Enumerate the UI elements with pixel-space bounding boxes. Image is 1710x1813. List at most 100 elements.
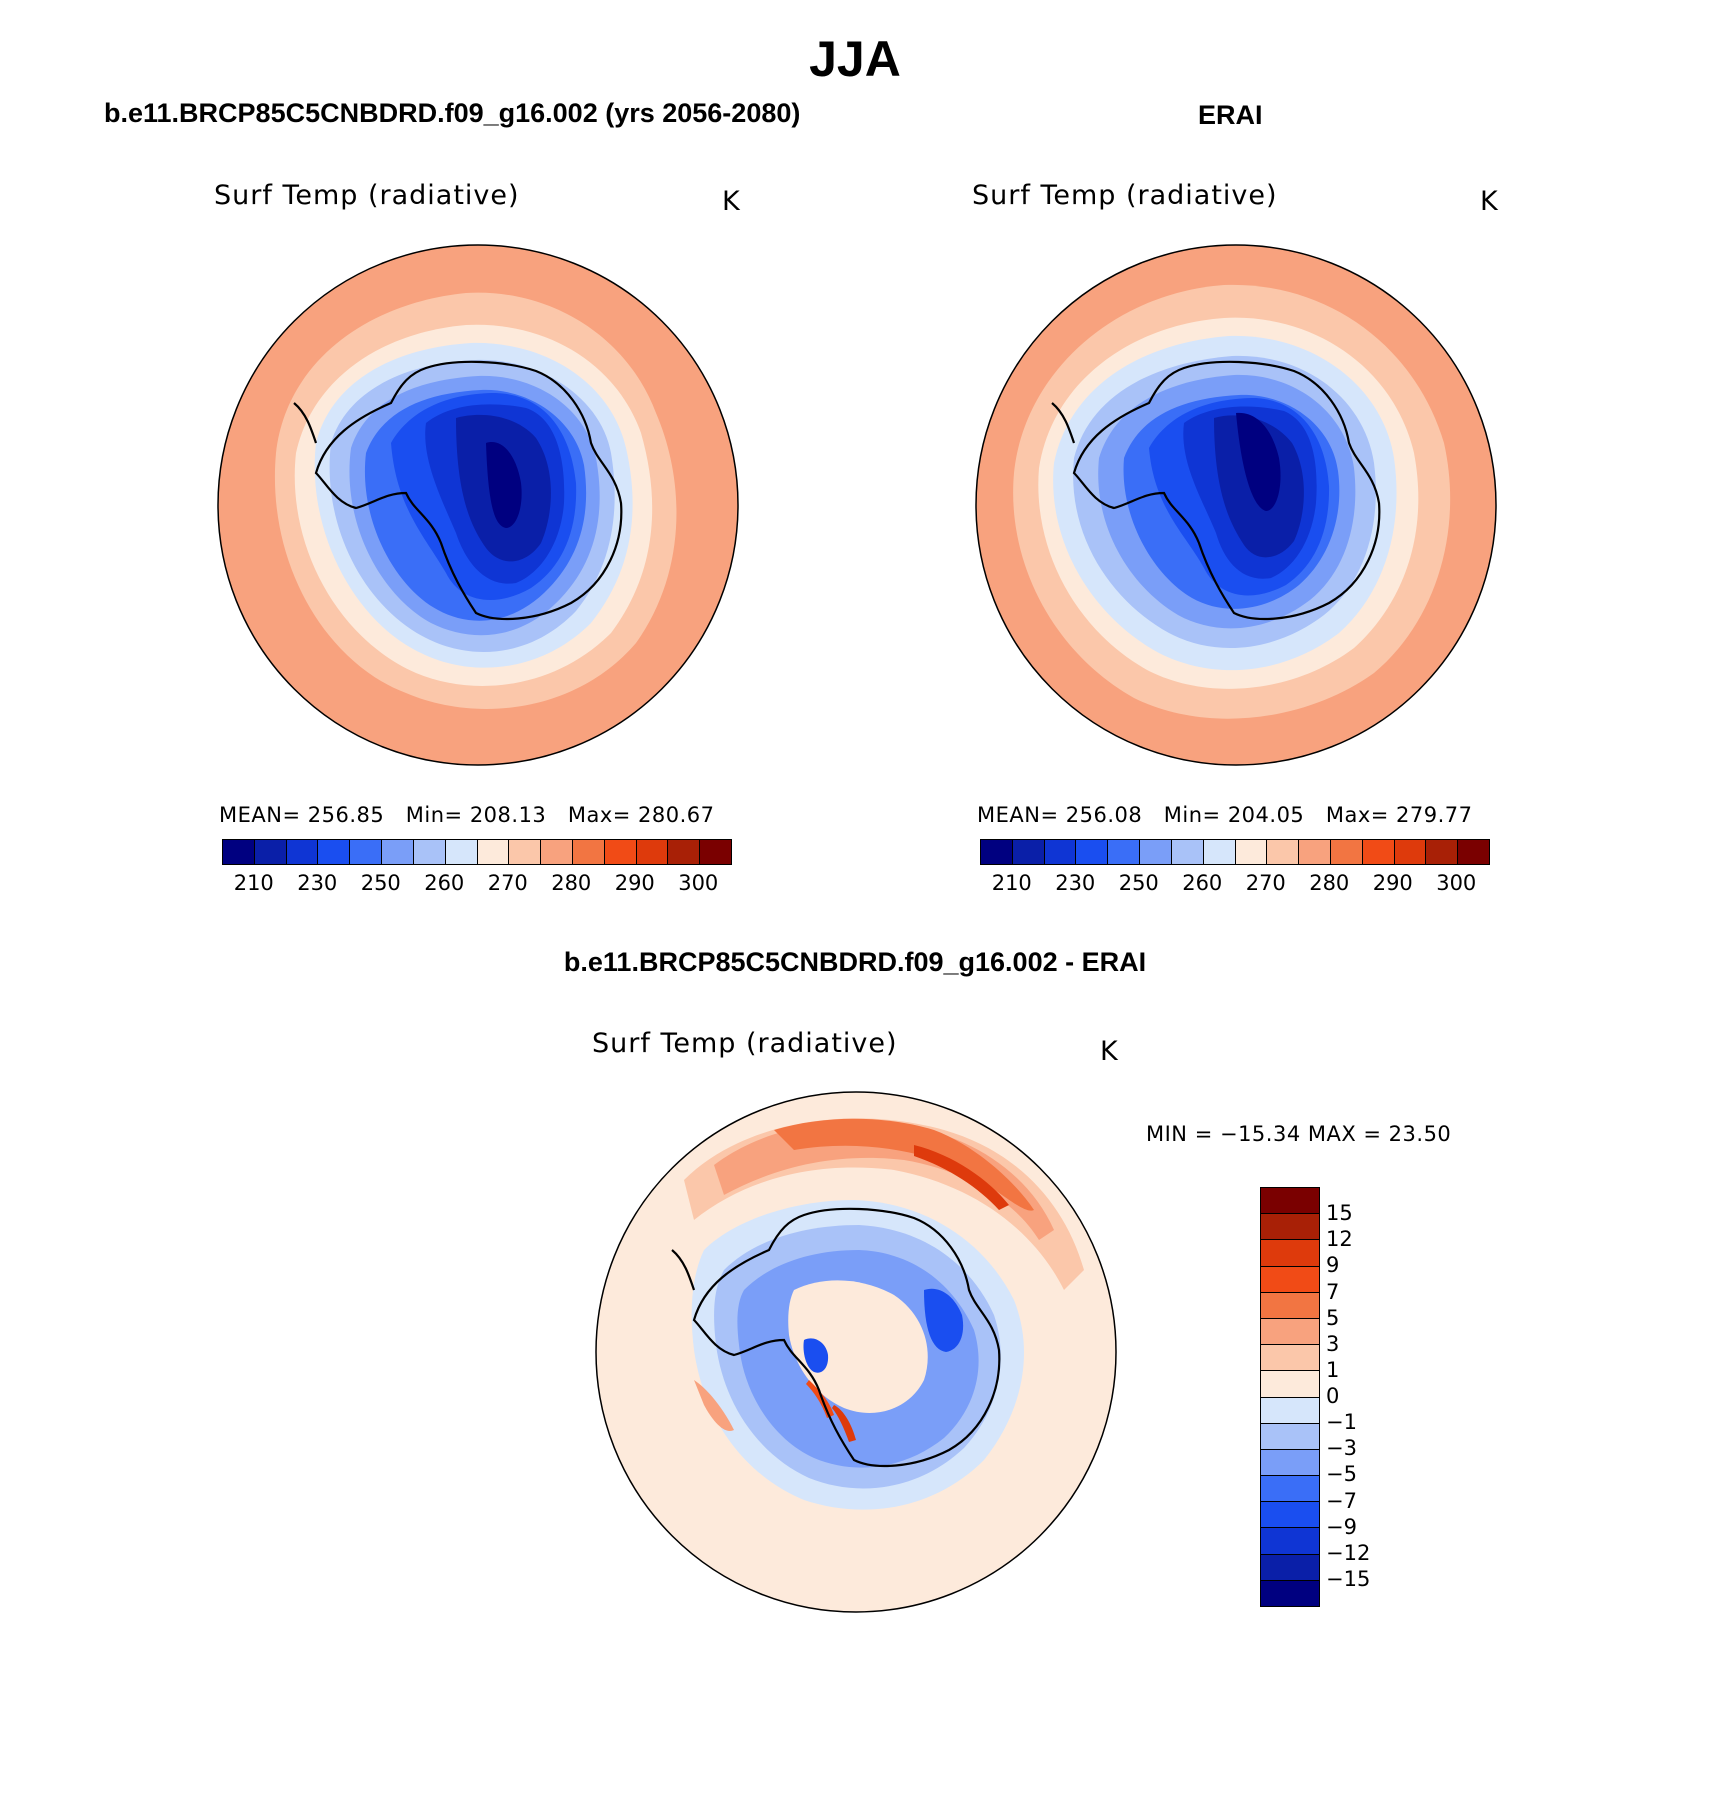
- colorbar-tick-label: −15: [1326, 1566, 1371, 1591]
- max-value: 279.77: [1396, 803, 1473, 827]
- colorbar-tick-label: 300: [678, 871, 719, 895]
- colorbar-tick-label: 7: [1326, 1279, 1340, 1304]
- min-label: Min=: [1163, 803, 1221, 827]
- max-label: Max=: [1325, 803, 1389, 827]
- colorbar-swatch: [981, 840, 1013, 864]
- colorbar-swatch: [1426, 840, 1459, 864]
- colorbar-tick-label: 250: [360, 871, 401, 895]
- minmax-label: MIN = −15.34 MAX = 23.50: [1146, 1122, 1452, 1146]
- colorbar-swatch: [1261, 1449, 1319, 1477]
- colorbar-swatch: [1261, 1345, 1319, 1372]
- colorbar-swatch: [1261, 1476, 1319, 1503]
- mean-label: MEAN=: [977, 803, 1059, 827]
- colorbar-swatch: [1076, 840, 1109, 864]
- colorbar-swatch: [477, 840, 510, 864]
- colorbar-swatch: [1261, 1188, 1319, 1215]
- colorbar-swatch: [700, 840, 731, 864]
- difference-polar-map: [595, 1091, 1117, 1613]
- colorbar-swatch: [1235, 840, 1268, 864]
- colorbar-swatch: [445, 840, 478, 864]
- colorbar-swatch: [1299, 840, 1331, 864]
- colorbar-tick-label: 250: [1118, 871, 1159, 895]
- colorbar-swatch: [1261, 1423, 1319, 1450]
- colorbar: [980, 839, 1490, 865]
- colorbar-tick-label: 0: [1326, 1384, 1340, 1408]
- colorbar-swatch: [1261, 1397, 1319, 1424]
- colorbar-tick-label: −1: [1326, 1410, 1357, 1435]
- colorbar-swatch: [223, 840, 255, 864]
- colorbar-swatch: [382, 840, 414, 864]
- colorbar-tick-label: −9: [1326, 1514, 1357, 1539]
- colorbar-tick-label: 280: [551, 871, 592, 895]
- colorbar-swatch: [350, 840, 383, 864]
- colorbar-swatch: [604, 840, 637, 864]
- colorbar-tick-label: 5: [1326, 1305, 1340, 1330]
- main-title: JJA: [809, 31, 901, 87]
- colorbar-tick-label: 270: [1245, 871, 1286, 895]
- colorbar-tick-label: 3: [1326, 1331, 1340, 1356]
- colorbar-swatch: [1261, 1554, 1319, 1581]
- colorbar-swatch: [318, 840, 351, 864]
- max-label: Max=: [567, 803, 631, 827]
- colorbar-tick-label: 210: [233, 871, 274, 895]
- colorbar-swatch: [1203, 840, 1236, 864]
- colorbar-swatch: [1108, 840, 1141, 864]
- colorbar-swatch: [1261, 1371, 1319, 1398]
- units-label: K: [1480, 186, 1498, 217]
- colorbar-swatch: [1261, 1292, 1319, 1319]
- colorbar-swatch: [1261, 1580, 1319, 1606]
- colorbar-tick-label: 15: [1326, 1201, 1353, 1226]
- colorbar-tick-label: 1: [1326, 1357, 1340, 1382]
- colorbar-tick-label: 210: [991, 871, 1032, 895]
- stats-line: MEAN= 256.85 Min= 208.13 Max= 280.67: [219, 803, 715, 827]
- colorbar-tick-label: 12: [1326, 1227, 1353, 1252]
- colorbar-tick-label: −12: [1326, 1540, 1371, 1565]
- colorbar-tick-label: 230: [297, 871, 338, 895]
- colorbar-tick-label: 290: [1372, 871, 1413, 895]
- units-label: K: [722, 186, 740, 217]
- colorbar-swatch: [1261, 1502, 1319, 1529]
- colorbar-swatch: [1261, 1266, 1319, 1293]
- colorbar-swatch: [1261, 1318, 1319, 1346]
- colorbar-swatch: [1261, 1214, 1319, 1241]
- colorbar-tick-label: 270: [487, 871, 528, 895]
- variable-label: Surf Temp (radiative): [214, 180, 520, 211]
- colorbar-swatch: [1044, 840, 1077, 864]
- colorbar-tick-label: −5: [1326, 1462, 1357, 1487]
- case-panel-title: b.e11.BRCP85C5CNBDRD.f09_g16.002 (yrs 20…: [104, 98, 801, 128]
- colorbar-tick-label: −3: [1326, 1436, 1357, 1461]
- colorbar-swatch: [1012, 840, 1045, 864]
- colorbar-swatch: [1261, 1240, 1319, 1267]
- stats-line: MEAN= 256.08 Min= 204.05 Max= 279.77: [977, 803, 1473, 827]
- colorbar-swatch: [254, 840, 287, 864]
- obs-panel-title: ERAI: [1198, 100, 1263, 130]
- colorbar-swatch: [1394, 840, 1427, 864]
- colorbar-swatch: [509, 840, 542, 864]
- min-value: 204.05: [1227, 803, 1305, 827]
- colorbar-swatch: [1140, 840, 1172, 864]
- colorbar: [222, 839, 732, 865]
- colorbar-swatch: [1267, 840, 1300, 864]
- obs-polar-map: [975, 244, 1497, 766]
- colorbar-tick-label: 9: [1326, 1253, 1340, 1278]
- difference-colorbar: [1260, 1187, 1320, 1607]
- colorbar-swatch: [413, 840, 446, 864]
- units-label: K: [1100, 1036, 1118, 1067]
- colorbar-tick-label: 260: [1182, 871, 1223, 895]
- min-label: Min=: [405, 803, 463, 827]
- variable-label: Surf Temp (radiative): [592, 1028, 898, 1059]
- colorbar-tick-label: −7: [1326, 1488, 1357, 1513]
- colorbar-swatch: [572, 840, 605, 864]
- colorbar-swatch: [286, 840, 319, 864]
- colorbar-tick-label: 230: [1055, 871, 1096, 895]
- colorbar-tick-label: 300: [1436, 871, 1477, 895]
- case-polar-map: [217, 244, 739, 766]
- min-value: 208.13: [469, 803, 547, 827]
- colorbar-swatch: [636, 840, 669, 864]
- colorbar-tick-label: 260: [424, 871, 465, 895]
- colorbar-swatch: [668, 840, 701, 864]
- colorbar-swatch: [1261, 1528, 1319, 1555]
- colorbar-swatch: [1362, 840, 1395, 864]
- mean-label: MEAN=: [219, 803, 301, 827]
- mean-value: 256.08: [1065, 803, 1143, 827]
